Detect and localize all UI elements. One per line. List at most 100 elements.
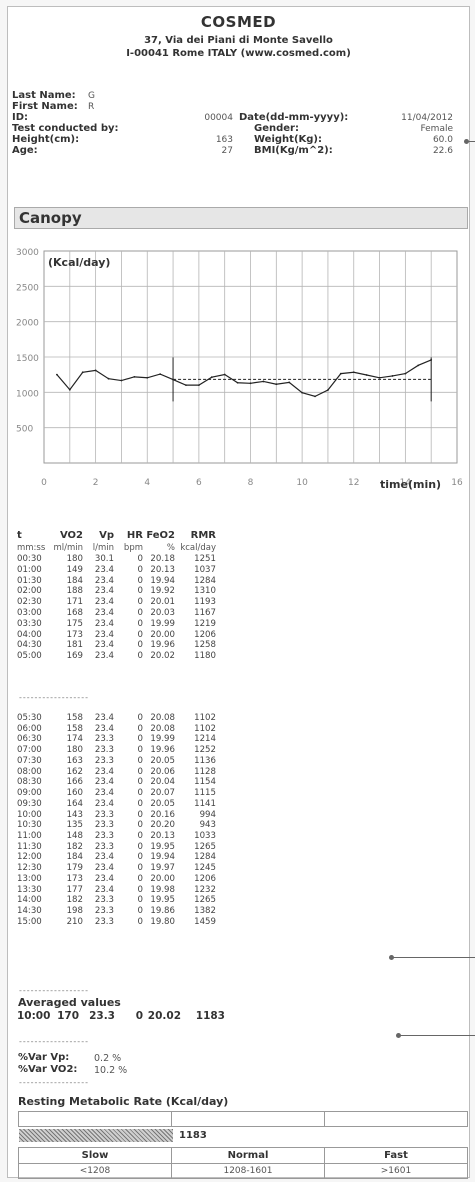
table-row-col-4: 20.05	[150, 755, 175, 766]
y-tick-labels: 3000 2500 2000 1500 1000 500	[16, 248, 39, 435]
table-row: 15:00 210 23.3 0 19.80 1459	[17, 917, 222, 928]
table-row-col-5: 1258	[194, 640, 216, 651]
category-normal: Normal	[171, 1147, 325, 1164]
table-row: 02:00 188 23.4 0 19.92 1310	[17, 586, 222, 597]
address-line-2: I-00041 Rome ITALY (www.cosmed.com)	[126, 48, 351, 59]
table-row-col-2: 23.4	[94, 884, 114, 895]
table-row-col-1: 174	[66, 734, 83, 745]
annotation-dot-3	[396, 1033, 401, 1038]
averaged-values-label: Averaged values	[18, 996, 121, 1009]
table-row-col-2: 23.4	[94, 564, 114, 575]
table-row: 01:30 184 23.4 0 19.94 1284	[17, 576, 222, 587]
last-name-value: G	[88, 91, 95, 101]
table-row-col-5: 1180	[194, 651, 216, 662]
table-row-col-0: 04:00	[17, 629, 42, 640]
table-row-col-5: 1102	[194, 723, 216, 734]
table-row-col-0: 14:00	[17, 895, 42, 906]
rmr-point	[404, 372, 407, 375]
table-row-col-5: 994	[199, 809, 216, 820]
table-row-col-5: 1219	[194, 618, 216, 629]
table-row-col-4: 19.94	[150, 852, 175, 863]
y-tick-label: 1000	[16, 389, 39, 399]
rmr-point	[81, 371, 84, 374]
table-row-col-5: 1154	[194, 777, 216, 788]
averaged-col-0: 10:00	[17, 1010, 51, 1022]
averaged-col-2: 23.3	[89, 1010, 115, 1022]
table-row: 02:30 171 23.4 0 20.01 1193	[17, 597, 222, 608]
table-row-col-1: 184	[66, 575, 83, 586]
table-row-col-3: 0	[137, 618, 143, 629]
table-header-col-2: Vp	[99, 530, 114, 541]
table-row-col-0: 03:30	[17, 618, 42, 629]
table-row-col-3: 0	[137, 640, 143, 651]
table-row-col-4: 20.04	[150, 777, 175, 788]
rmr-point	[339, 372, 342, 375]
table-row-col-1: 149	[66, 564, 83, 575]
table-row-col-2: 23.4	[94, 640, 114, 651]
table-row: 12:30 179 23.4 0 19.97 1245	[17, 863, 222, 874]
averaged-col-5: 1183	[195, 1010, 225, 1022]
table-row: 11:30 182 23.3 0 19.95 1265	[17, 842, 222, 853]
table-row-col-5: 1310	[194, 586, 216, 597]
table-units-col-5: kcal/day	[180, 543, 216, 553]
table-header-col-0: t	[17, 530, 22, 541]
age-value: 27	[221, 146, 233, 156]
table-row-col-1: 184	[66, 852, 83, 863]
table-row-col-3: 0	[137, 863, 143, 874]
table-row-col-2: 23.4	[94, 713, 114, 723]
table-row-col-0: 14:30	[17, 906, 42, 917]
table-row-col-2: 23.4	[94, 651, 114, 662]
date-value: 11/04/2012	[401, 113, 453, 123]
rmr-bar-frame	[18, 1111, 468, 1127]
table-units-col-0: mm:ss	[17, 543, 46, 553]
var-vp-label: %Var Vp:	[18, 1052, 70, 1063]
table-row-col-3: 0	[137, 608, 143, 618]
table-row-col-1: 148	[66, 831, 83, 842]
annotation-line-1	[468, 141, 475, 142]
table-header-col-1: VO2	[59, 530, 83, 541]
table-row-col-2: 30.1	[94, 554, 114, 564]
table-row-col-2: 23.3	[94, 916, 114, 927]
table-header-col-3: HR	[126, 530, 143, 541]
table-row-col-1: 169	[66, 651, 83, 662]
report-page: COSMED 37, Via dei Piani di Monte Savell…	[7, 6, 470, 1179]
table-row-col-4: 19.86	[150, 906, 175, 917]
table-row-col-5: 1232	[194, 884, 216, 895]
table-row-col-3: 0	[137, 713, 143, 723]
table-row-col-3: 0	[137, 852, 143, 863]
x-tick-label: 12	[348, 478, 359, 488]
y-tick-label: 1500	[16, 354, 39, 364]
rmr-summary-title: Resting Metabolic Rate (Kcal/day)	[18, 1095, 229, 1108]
table-row: 05:30 158 23.4 0 20.08 1102	[17, 713, 222, 724]
table-row-col-0: 08:00	[17, 766, 42, 777]
table-row-col-5: 1459	[194, 916, 216, 927]
rmr-point	[301, 391, 304, 394]
variation-separator: ------------------	[19, 1037, 89, 1046]
table-row-col-5: 1102	[194, 713, 216, 723]
table-row: 03:00 168 23.4 0 20.03 1167	[17, 608, 222, 619]
table-row-col-1: 180	[66, 554, 83, 564]
table-row-col-0: 11:00	[17, 831, 42, 842]
table-row-col-0: 07:30	[17, 755, 42, 766]
category-slow: Slow	[18, 1147, 172, 1164]
table-row: 03:30 175 23.4 0 19.99 1219	[17, 619, 222, 630]
table-row: 14:00 182 23.3 0 19.95 1265	[17, 895, 222, 906]
table-row-col-2: 23.3	[94, 745, 114, 756]
table-row: 06:00 158 23.4 0 20.08 1102	[17, 724, 222, 735]
category-fast: Fast	[324, 1147, 468, 1164]
table-row: 09:00 160 23.4 0 20.07 1115	[17, 788, 222, 799]
rmr-point	[159, 373, 162, 376]
table-row-col-0: 09:00	[17, 788, 42, 799]
table-row-col-1: 162	[66, 766, 83, 777]
table-row: 08:30 166 23.4 0 20.04 1154	[17, 777, 222, 788]
x-tick-label: 16	[451, 478, 463, 488]
var-vp-value: 0.2 %	[94, 1053, 122, 1064]
table-row-col-3: 0	[137, 651, 143, 662]
table-row-col-3: 0	[137, 766, 143, 777]
brand-title: COSMED	[200, 13, 277, 31]
table-row-col-5: 1193	[194, 597, 216, 608]
table-row-col-0: 07:00	[17, 745, 42, 756]
table-row-col-0: 13:30	[17, 884, 42, 895]
y-axis-label: (Kcal/day)	[48, 256, 110, 269]
table-row-col-4: 19.99	[150, 618, 175, 629]
